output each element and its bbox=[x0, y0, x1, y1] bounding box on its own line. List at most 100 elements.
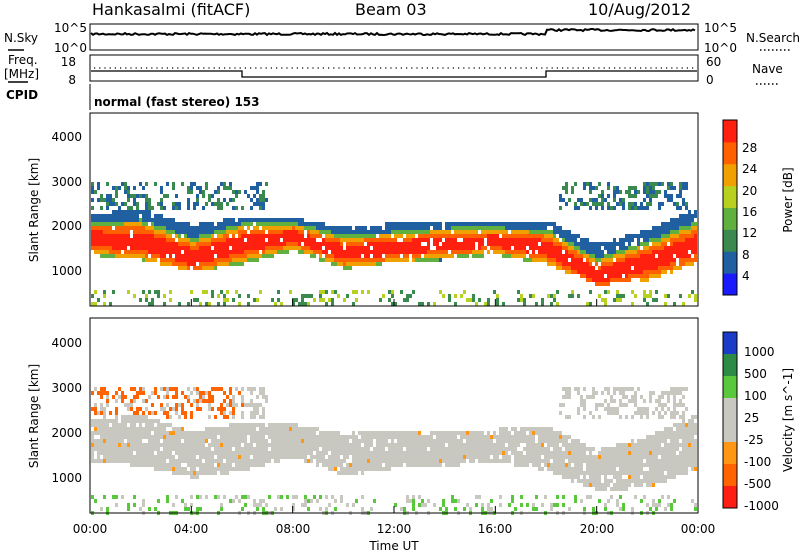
power-cell bbox=[232, 198, 235, 202]
velocity-cell bbox=[310, 447, 313, 451]
velocity-cell bbox=[148, 411, 151, 415]
velocity-cell bbox=[646, 459, 649, 463]
power-cell bbox=[631, 246, 634, 250]
velocity-cell bbox=[481, 455, 484, 459]
velocity-cell bbox=[205, 447, 208, 451]
velocity-cell bbox=[196, 459, 199, 463]
power-cell bbox=[541, 254, 544, 258]
power-cbar-tick: 8 bbox=[742, 248, 750, 262]
power-cell bbox=[145, 202, 148, 206]
power-cell bbox=[601, 298, 604, 302]
power-cell bbox=[112, 210, 115, 214]
power-cell bbox=[340, 242, 343, 246]
power-cell bbox=[340, 262, 343, 266]
power-cell bbox=[613, 278, 616, 282]
velocity-cell bbox=[541, 459, 544, 463]
velocity-cell bbox=[268, 435, 271, 439]
power-cell bbox=[463, 254, 466, 258]
power-cell bbox=[412, 234, 415, 238]
power-cell bbox=[313, 226, 316, 230]
power-cbar-swatch bbox=[723, 141, 737, 165]
power-cell bbox=[289, 222, 292, 226]
velocity-cell bbox=[658, 443, 661, 447]
power-yaxis: 1000 2000 3000 4000 bbox=[51, 130, 82, 278]
power-cell bbox=[349, 254, 352, 258]
power-cell bbox=[430, 230, 433, 234]
power-cell bbox=[154, 226, 157, 230]
power-cell bbox=[343, 298, 346, 302]
power-cell bbox=[355, 234, 358, 238]
power-cell bbox=[259, 242, 262, 246]
velocity-cell bbox=[556, 455, 559, 459]
power-cell bbox=[433, 222, 436, 226]
velocity-cell bbox=[400, 463, 403, 467]
power-cell bbox=[475, 254, 478, 258]
power-cell bbox=[544, 230, 547, 234]
power-cell bbox=[676, 238, 679, 242]
power-cell bbox=[241, 226, 244, 230]
power-cell bbox=[658, 226, 661, 230]
power-cell bbox=[271, 298, 274, 302]
velocity-cell bbox=[550, 435, 553, 439]
power-cell bbox=[559, 246, 562, 250]
power-cell bbox=[535, 242, 538, 246]
power-cell bbox=[232, 206, 235, 210]
velocity-cell bbox=[568, 443, 571, 447]
power-cell bbox=[679, 266, 682, 270]
velocity-cell bbox=[172, 503, 175, 507]
power-cell bbox=[181, 226, 184, 230]
power-cell bbox=[418, 302, 421, 306]
power-cell bbox=[208, 238, 211, 242]
velocity-cell bbox=[433, 431, 436, 435]
velocity-cell bbox=[499, 459, 502, 463]
velocity-cell bbox=[478, 495, 481, 499]
power-cell bbox=[154, 242, 157, 246]
velocity-cell bbox=[214, 427, 217, 431]
power-cell bbox=[403, 250, 406, 254]
power-cell bbox=[637, 270, 640, 274]
velocity-cell bbox=[133, 387, 136, 391]
power-cell bbox=[664, 242, 667, 246]
velocity-cell bbox=[610, 451, 613, 455]
power-cell bbox=[403, 246, 406, 250]
power-cell bbox=[190, 242, 193, 246]
velocity-cell bbox=[460, 435, 463, 439]
velocity-cell bbox=[154, 447, 157, 451]
velocity-cell bbox=[133, 395, 136, 399]
power-cell bbox=[247, 194, 250, 198]
velocity-cell bbox=[358, 447, 361, 451]
velocity-cell bbox=[277, 495, 280, 499]
power-cell bbox=[172, 230, 175, 234]
power-cell bbox=[118, 234, 121, 238]
power-cell bbox=[526, 250, 529, 254]
velocity-cell bbox=[241, 411, 244, 415]
velocity-cell bbox=[124, 415, 127, 419]
velocity-cell bbox=[460, 447, 463, 451]
power-cell bbox=[580, 262, 583, 266]
velocity-cell bbox=[166, 499, 169, 503]
power-cell bbox=[193, 246, 196, 250]
power-cell bbox=[97, 222, 100, 226]
velocity-cell bbox=[229, 455, 232, 459]
power-cell bbox=[325, 226, 328, 230]
velocity-cell bbox=[124, 403, 127, 407]
power-cell bbox=[658, 238, 661, 242]
power-cell bbox=[118, 210, 121, 214]
power-cell bbox=[205, 262, 208, 266]
velocity-cell bbox=[415, 439, 418, 443]
power-cell bbox=[556, 230, 559, 234]
velocity-cell bbox=[631, 415, 634, 419]
velocity-cell bbox=[565, 471, 568, 475]
power-cell bbox=[118, 222, 121, 226]
velocity-cell bbox=[610, 447, 613, 451]
velocity-cell bbox=[433, 459, 436, 463]
power-cell bbox=[154, 222, 157, 226]
velocity-cell bbox=[640, 439, 643, 443]
velocity-cell bbox=[166, 391, 169, 395]
power-cell bbox=[346, 238, 349, 242]
power-cell bbox=[160, 262, 163, 266]
power-cell bbox=[358, 258, 361, 262]
power-cell bbox=[151, 230, 154, 234]
power-cell bbox=[343, 266, 346, 270]
velocity-cell bbox=[652, 439, 655, 443]
